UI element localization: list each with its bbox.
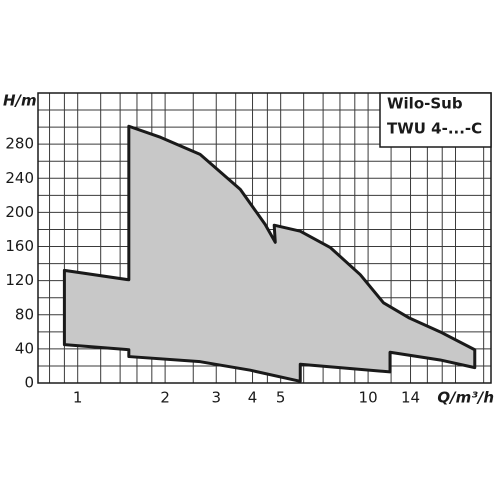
y-tick-label: 40	[15, 339, 34, 357]
legend-line: TWU 4-...-C	[387, 120, 482, 138]
y-axis-label: H/m	[3, 92, 37, 110]
legend-box	[379, 92, 492, 148]
y-tick-label: 0	[24, 374, 34, 392]
x-tick-label: 4	[248, 389, 258, 407]
y-tick-label: 240	[5, 169, 34, 187]
operating-field	[62, 124, 477, 383]
x-tick-label: 10	[359, 389, 378, 407]
y-tick-label: 200	[5, 203, 34, 221]
y-tick-label: 160	[5, 237, 34, 255]
x-tick-label: 5	[276, 389, 286, 407]
x-tick-label: 3	[211, 389, 221, 407]
x-tick-label: 14	[401, 389, 420, 407]
plot	[62, 124, 477, 383]
y-tick-label: 280	[5, 135, 34, 153]
x-tick-label: 2	[160, 389, 170, 407]
x-axis-label: Q/m³/h	[437, 389, 494, 407]
x-tick-label: 1	[73, 389, 83, 407]
y-tick-label: 120	[5, 271, 34, 289]
plot-frame	[37, 92, 492, 384]
y-tick-label: 80	[15, 305, 34, 323]
legend-line: Wilo-Sub	[387, 95, 463, 113]
